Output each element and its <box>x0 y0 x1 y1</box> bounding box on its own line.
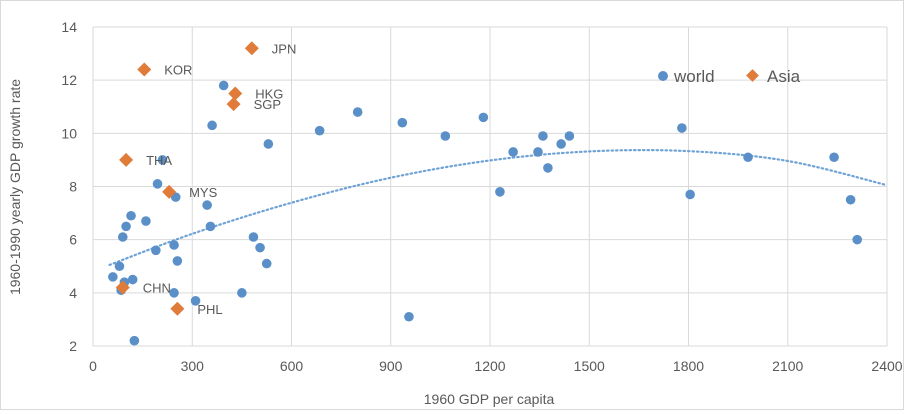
legend-asia-label: Asia <box>767 67 801 86</box>
world-point <box>263 139 274 149</box>
world-point <box>743 152 753 163</box>
world-point <box>314 125 325 136</box>
y-tick-label: 14 <box>61 19 77 35</box>
world-point <box>478 112 489 123</box>
asia-point-label: THA <box>146 153 172 168</box>
asia-point <box>119 152 134 167</box>
world-point <box>218 80 229 91</box>
y-tick-label: 6 <box>69 232 77 248</box>
world-point <box>677 123 687 133</box>
x-tick-label: 2400 <box>871 358 902 374</box>
asia-point <box>226 97 241 112</box>
world-point <box>397 117 408 128</box>
y-tick-label: 2 <box>69 338 77 354</box>
y-tick-label: 8 <box>69 179 77 195</box>
asia-point-label: PHL <box>197 302 222 317</box>
x-tick-label: 300 <box>181 358 205 374</box>
world-point <box>152 179 163 189</box>
world-point <box>108 272 118 282</box>
world-point <box>207 120 217 131</box>
asia-point <box>244 41 259 56</box>
world-point <box>508 147 518 157</box>
world-point <box>129 335 140 346</box>
world-point <box>533 147 543 157</box>
x-tick-label: 600 <box>280 358 304 374</box>
y-tick-label: 4 <box>69 285 77 301</box>
world-point <box>157 155 168 165</box>
world-point <box>190 296 201 306</box>
trendline <box>108 148 889 267</box>
world-point <box>440 131 451 141</box>
asia-point <box>115 280 130 295</box>
trendline-path <box>108 148 889 267</box>
x-tick-label: 1800 <box>673 358 704 374</box>
world-point <box>352 107 363 117</box>
world-point <box>172 256 183 266</box>
asia-point-label: HKG <box>255 86 283 101</box>
world-point <box>404 311 414 322</box>
asia-point-label: KOR <box>164 63 192 78</box>
world-point <box>151 245 161 256</box>
world-point <box>202 200 212 210</box>
world-point <box>126 210 136 221</box>
world-point <box>141 216 151 226</box>
world-point <box>261 258 272 269</box>
y-tick-label: 12 <box>61 72 77 88</box>
gridlines <box>92 26 888 347</box>
asia-point <box>170 301 185 316</box>
world-point <box>845 194 856 205</box>
world-point <box>237 288 247 298</box>
legend-world-marker <box>658 71 668 81</box>
world-point <box>117 232 128 242</box>
world-point <box>564 131 575 141</box>
x-tick-label: 900 <box>379 358 403 374</box>
x-axis-title: 1960 GDP per capita <box>424 391 555 407</box>
asia-point-label: CHN <box>143 281 171 296</box>
legend-world-label: world <box>673 67 715 86</box>
x-tick-label: 2100 <box>772 358 803 374</box>
world-point <box>685 189 695 200</box>
world-point <box>829 152 839 163</box>
world-point <box>248 232 259 242</box>
world-point <box>556 139 566 149</box>
world-point <box>205 221 216 232</box>
asia-point <box>228 86 243 101</box>
world-point <box>121 221 131 232</box>
y-axis-title: 1960-1990 yearly GDP growth rate <box>7 79 23 295</box>
world-point <box>170 192 181 202</box>
asia-point-label: JPN <box>272 41 297 56</box>
asia-point-label: MYS <box>189 185 218 200</box>
x-tick-label: 1200 <box>474 358 505 374</box>
world-point <box>169 240 179 250</box>
axes: 2 4 6 8 10 12 14 0 300 600 900 1200 1500 1800 2100 2400 <box>61 19 902 374</box>
asia-point-label: SGP <box>254 97 281 112</box>
world-point <box>255 242 265 253</box>
asia-point <box>137 62 152 77</box>
world-point <box>538 131 548 141</box>
x-tick-label: 1500 <box>574 358 605 374</box>
world-point <box>495 187 505 197</box>
world-point <box>543 163 553 173</box>
asia-point <box>162 184 177 199</box>
y-tick-label: 10 <box>61 125 77 141</box>
world-point <box>169 288 179 298</box>
x-tick-label: 0 <box>89 358 97 374</box>
world-point <box>852 234 863 245</box>
legend: world Asia <box>658 67 801 86</box>
world-point <box>114 261 125 272</box>
world-point <box>127 274 138 285</box>
